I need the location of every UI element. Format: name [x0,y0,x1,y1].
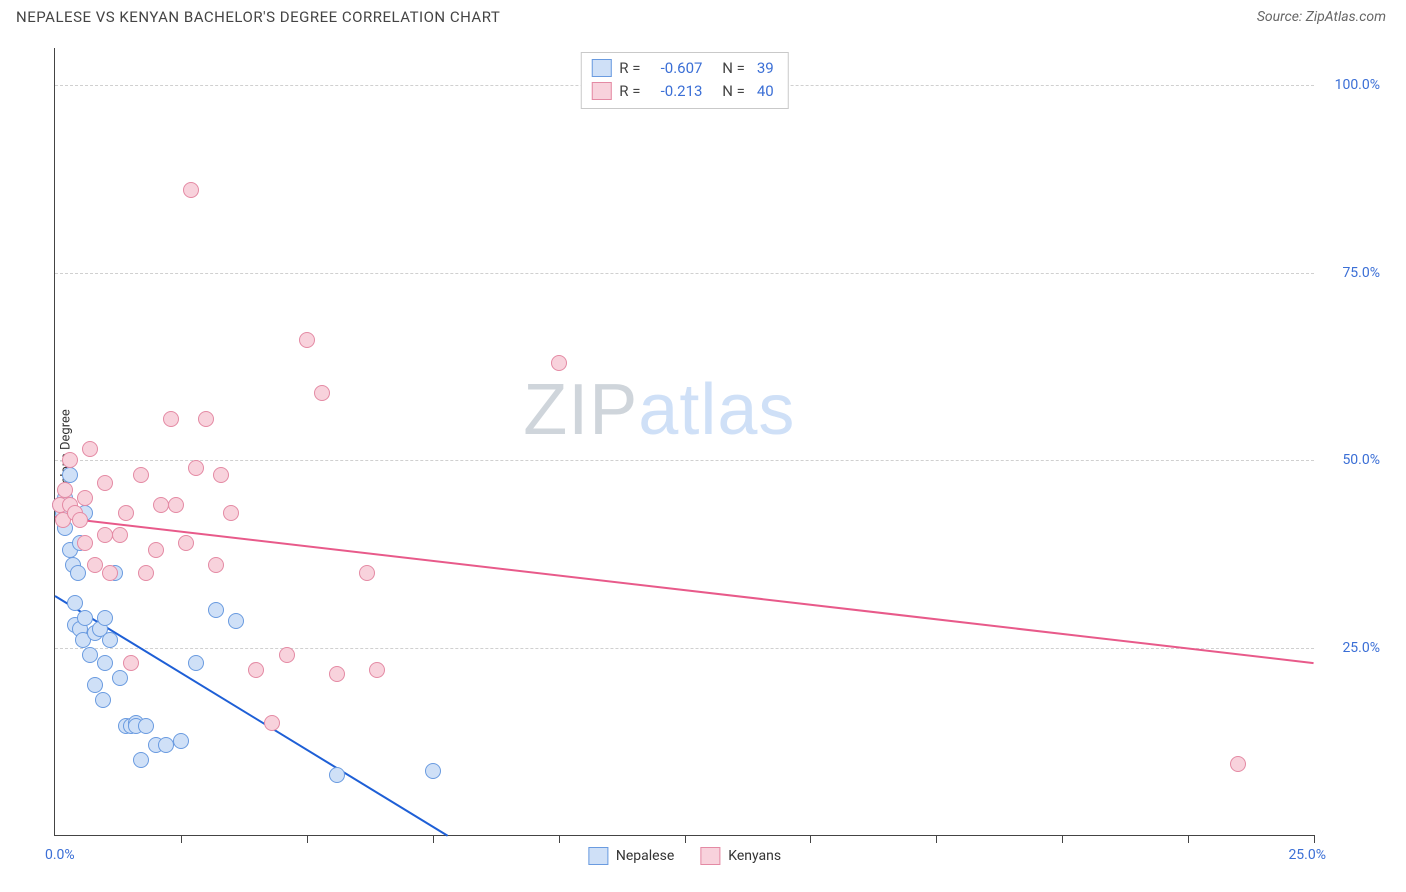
y-tick-label: 100.0% [1335,77,1380,93]
data-point [97,610,113,626]
x-tick [685,835,686,843]
data-point [329,666,345,682]
data-point [118,505,134,521]
x-max-label: 25.0% [1288,847,1326,863]
data-point [223,505,239,521]
data-point [153,497,169,513]
data-point [264,715,280,731]
x-tick [559,835,560,843]
data-point [97,655,113,671]
data-point [173,733,189,749]
data-point [138,718,154,734]
data-point [95,692,111,708]
data-point [228,613,244,629]
data-point [208,602,224,618]
legend-swatch-nepalese [588,847,608,865]
x-tick [1314,835,1315,843]
data-point [112,527,128,543]
x-tick [433,835,434,843]
trend-line [54,595,448,837]
data-point [82,441,98,457]
data-point [359,565,375,581]
data-point [62,467,78,483]
watermark: ZIPatlas [523,369,795,451]
data-point [329,767,345,783]
data-point [178,535,194,551]
trend-line [55,516,1314,664]
data-point [102,565,118,581]
gridline [55,648,1314,649]
data-point [299,332,315,348]
legend-item-kenyans: Kenyans [700,847,781,865]
data-point [213,467,229,483]
data-point [67,595,83,611]
data-point [77,535,93,551]
y-tick-label: 75.0% [1342,265,1380,281]
data-point [70,565,86,581]
data-point [112,670,128,686]
stats-row-nepalese: R = -0.607 N = 39 [591,57,773,80]
source-attribution: Source: ZipAtlas.com [1257,9,1386,25]
chart-header: NEPALESE VS KENYAN BACHELOR'S DEGREE COR… [0,0,1406,30]
data-point [188,655,204,671]
series-legend: Nepalese Kenyans [588,847,781,865]
data-point [102,632,118,648]
data-point [87,557,103,573]
data-point [138,565,154,581]
legend-swatch-kenyans [700,847,720,865]
y-tick-label: 50.0% [1342,452,1380,468]
data-point [133,467,149,483]
y-tick-label: 25.0% [1342,640,1380,656]
data-point [133,752,149,768]
swatch-kenyans [591,82,611,100]
x-origin-label: 0.0% [45,847,75,863]
swatch-nepalese [591,59,611,77]
data-point [87,677,103,693]
data-point [248,662,264,678]
x-tick [810,835,811,843]
data-point [77,610,93,626]
data-point [77,490,93,506]
data-point [1230,756,1246,772]
data-point [62,452,78,468]
data-point [551,355,567,371]
gridline [55,273,1314,274]
data-point [198,411,214,427]
stats-legend: R = -0.607 N = 39 R = -0.213 N = 40 [580,52,788,109]
data-point [168,497,184,513]
data-point [57,482,73,498]
data-point [123,655,139,671]
data-point [208,557,224,573]
data-point [369,662,385,678]
data-point [72,512,88,528]
data-point [279,647,295,663]
stats-row-kenyans: R = -0.213 N = 40 [591,80,773,103]
x-tick [181,835,182,843]
x-tick [1188,835,1189,843]
data-point [97,475,113,491]
data-point [158,737,174,753]
data-point [148,542,164,558]
data-point [163,411,179,427]
data-point [314,385,330,401]
gridline [55,460,1314,461]
data-point [183,182,199,198]
data-point [97,527,113,543]
chart-title: NEPALESE VS KENYAN BACHELOR'S DEGREE COR… [16,8,500,26]
x-tick [1062,835,1063,843]
chart-area: Bachelor's Degree ZIPatlas R = -0.607 N … [16,40,1386,882]
x-tick [936,835,937,843]
legend-item-nepalese: Nepalese [588,847,674,865]
data-point [425,763,441,779]
plot-region: ZIPatlas R = -0.607 N = 39 R = -0.213 N … [54,48,1314,836]
data-point [188,460,204,476]
x-tick [307,835,308,843]
data-point [82,647,98,663]
